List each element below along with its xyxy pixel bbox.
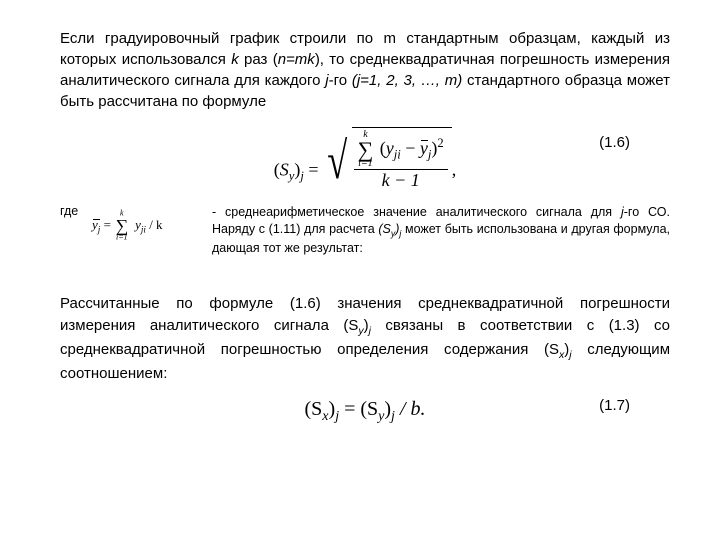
p1-mid1: раз ( [239,51,278,68]
eq1-den: k − 1 [354,169,448,191]
eq2-body: (Sx)j = (Sy)j / b. [305,398,426,425]
definition-row: где yj = k ∑ i=1 yji / k - среднеарифмет… [60,204,670,257]
eq1-sum-bot: i=1 [358,159,374,169]
eq2-overb: / b. [395,398,426,420]
eq1-minus: − [401,138,420,158]
note-text: - среднеарифметическое значение аналитич… [212,204,670,257]
p1-mid3: -го [329,72,352,89]
p1-nmk: n=mk [278,51,315,68]
sum-icon: k ∑ i=1 [358,130,374,170]
mean-expr: yj = k ∑ i=1 yji / k [92,204,212,246]
eq1-comma: , [452,159,457,179]
note-t1: - среднеарифметическое значение аналитич… [212,205,621,219]
note-Sy: (S [378,222,391,236]
p2-Sxo: (S [544,341,559,358]
eq1-y1: y [386,138,394,158]
eq1-body: (Sy)j = √ k ∑ i=1 (yji − yj)2 k − [274,127,456,192]
mean-sum-bot: i=1 [116,234,129,242]
equation-1-6: (Sy)j = √ k ∑ i=1 (yji − yj)2 k − [60,124,670,194]
eq1-eq: = [304,159,323,179]
equation-1-7: (Sx)j = (Sy)j / b. (1.7) [60,393,670,429]
mean-overk: / k [146,217,163,232]
eq2-o1: (S [305,398,323,420]
mean-y: y [92,217,98,233]
sqrt-icon: √ [327,136,347,188]
eq1-sqrt: √ k ∑ i=1 (yji − yj)2 k − 1 [323,127,452,192]
eq1-y1sub: ji [394,147,401,161]
eq1-y2: y [420,138,428,159]
p1-k: k [231,51,239,68]
eq2-o2: (S [360,398,378,420]
eq1-S: S [280,159,289,179]
intro-paragraph: Если градуировочный график строили по m … [60,28,670,112]
p1-jseq: (j=1, 2, 3, …, m) [352,72,462,89]
p2-Syo: (S [343,317,358,334]
eq1-frac: k ∑ i=1 (yji − yj)2 k − 1 [354,130,448,192]
result-paragraph: Рассчитанные по формуле (1.6) значения с… [60,293,670,385]
sum-icon: k ∑ i=1 [116,210,129,242]
eq1-sq: 2 [437,136,443,150]
mean-eq: = [100,217,114,232]
eq2-label: (1.7) [599,397,630,414]
eq2-eq: = [339,398,360,420]
eq1-label: (1.6) [599,134,630,151]
where-label: где [60,204,92,218]
